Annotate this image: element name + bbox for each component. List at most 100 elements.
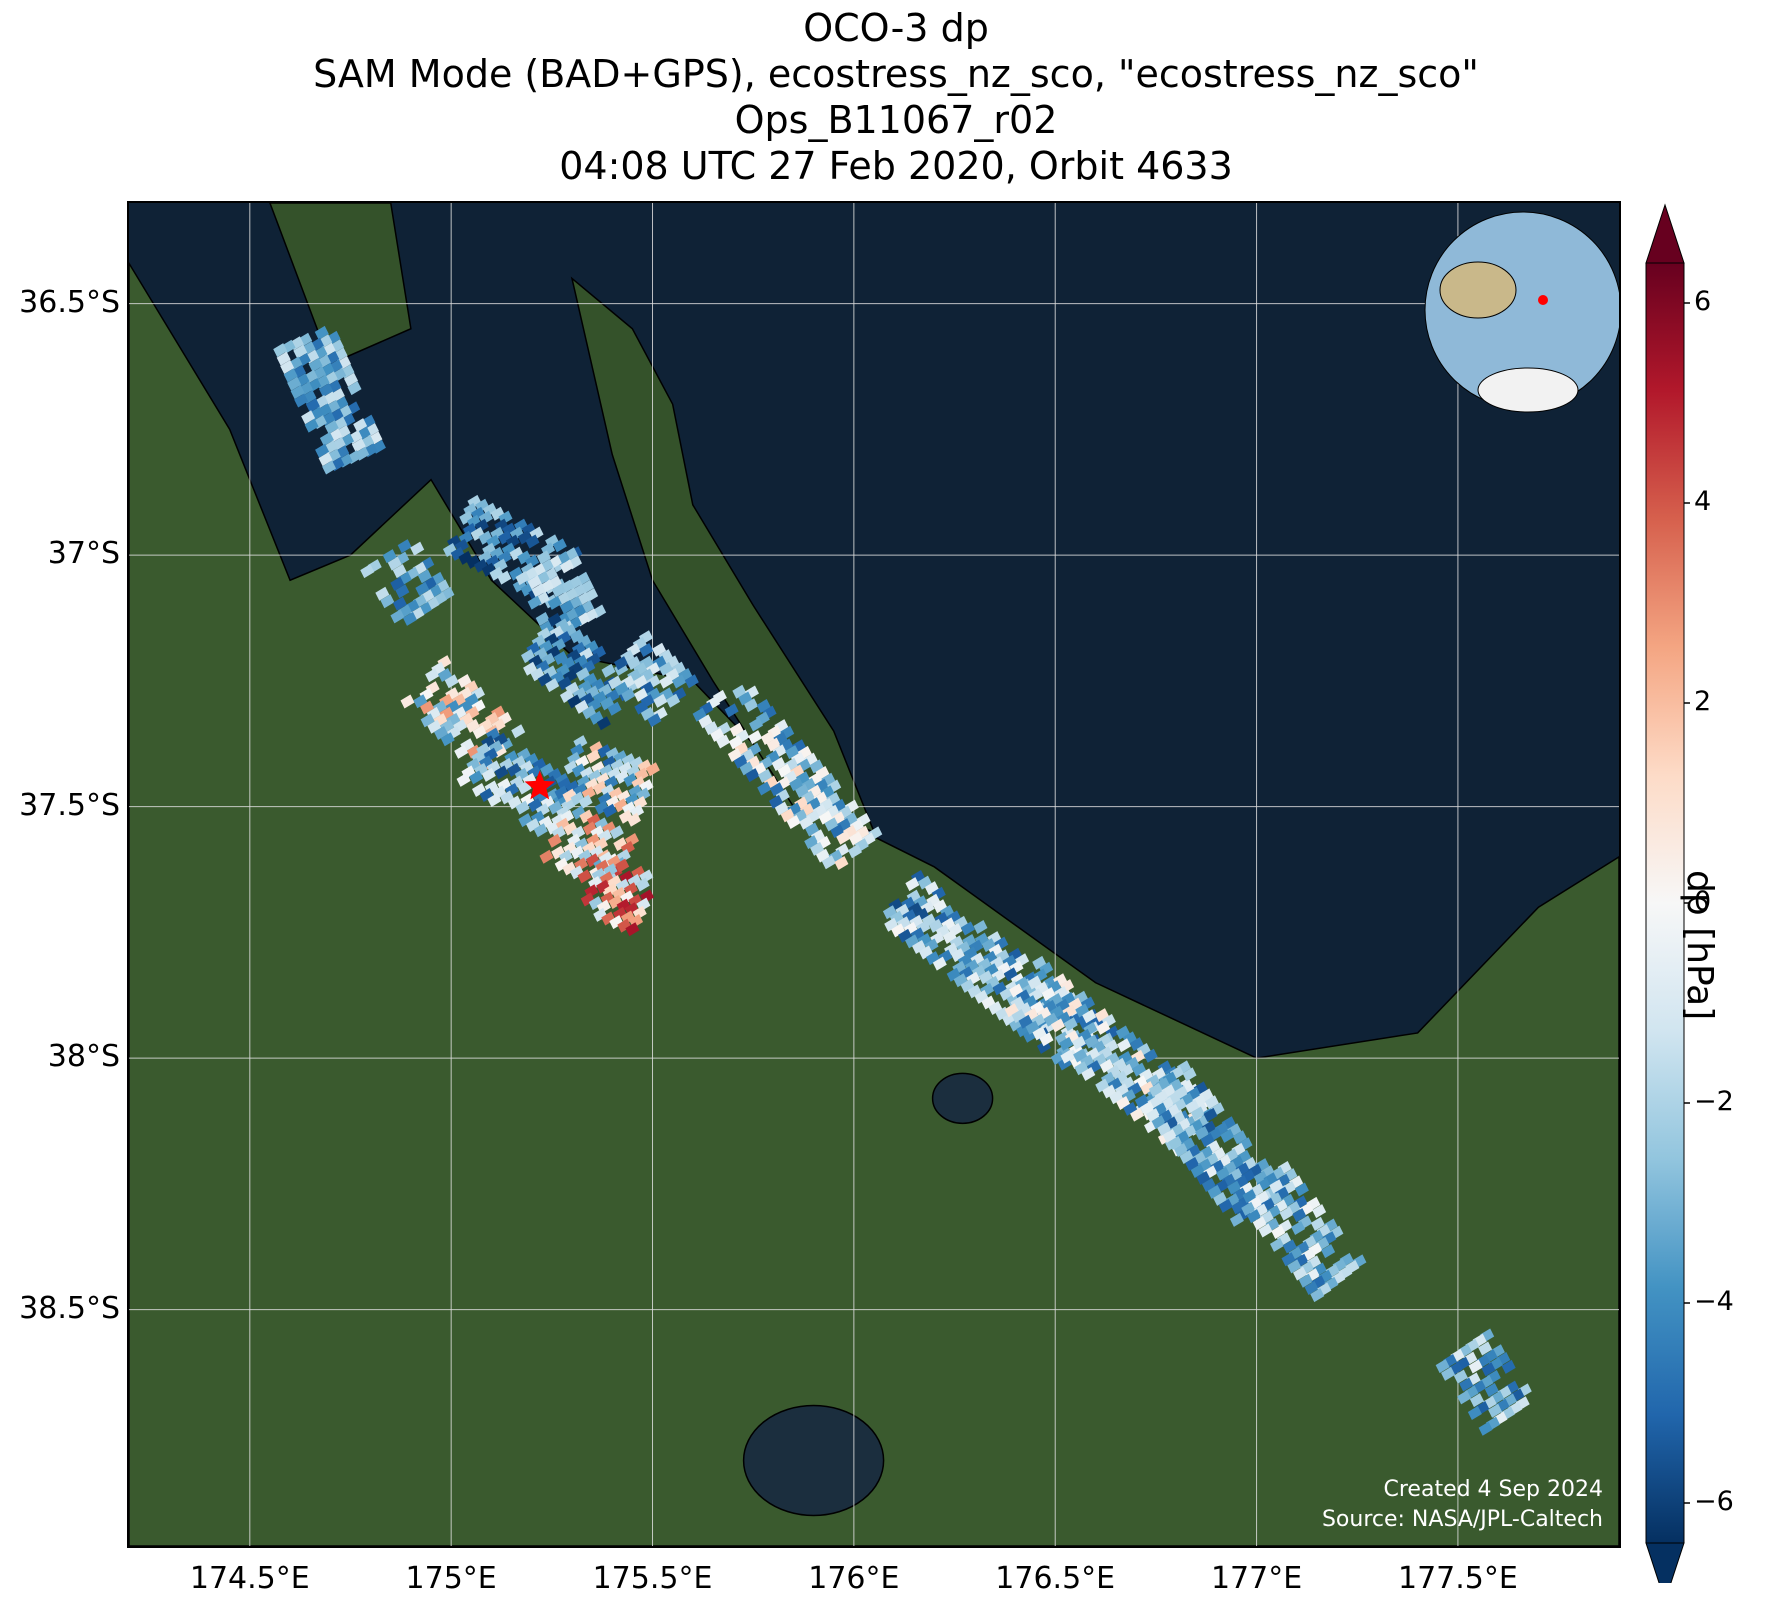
sounding-cell [1204,1095,1219,1110]
inset-antarctica [1477,367,1579,413]
sounding-cell [780,808,795,823]
sounding-cell [614,656,629,671]
sounding-cell [397,539,412,554]
sounding-cell [609,825,624,840]
sounding-cell [1075,1003,1090,1018]
sounding-cell [1063,1017,1078,1032]
sounding-cell [960,978,975,993]
sounding-cell [1039,1032,1054,1047]
sounding-cell [1291,1220,1306,1235]
sounding-cell [981,995,996,1010]
sounding-cell [1168,1136,1183,1151]
sounding-cell [647,713,662,728]
sounding-cell [535,611,550,626]
longitude-tick-label: 175°E [405,1561,497,1596]
sounding-cell [498,530,513,545]
sounding-cell [758,768,773,783]
sounding-cell [768,794,783,809]
sounding-cell [1203,1107,1218,1122]
sounding-cell [1220,1128,1235,1143]
sounding-cell [946,967,961,982]
sounding-cell [716,734,731,749]
sounding-cell [613,798,628,813]
sounding-cell [540,762,555,777]
sounding-cell [760,730,775,745]
sounding-cell [301,410,316,425]
sounding-cell [804,835,819,850]
sounding-cell [1117,1038,1132,1053]
sounding-cell [347,381,362,396]
sounding-cell [891,923,906,938]
lake-rotorua [931,1072,994,1125]
sounding-cell [1441,1366,1456,1381]
sounding-cell [580,892,595,907]
sounding-cell [710,727,725,742]
sounding-cell [1215,1166,1230,1181]
sounding-cell [490,506,505,521]
sounding-cell [1207,1184,1222,1199]
sounding-cell [322,460,337,475]
sounding-cell [569,629,584,644]
sounding-cell [450,546,465,561]
sounding-cell [836,830,851,845]
sounding-cell [1478,1341,1493,1356]
sounding-cell [420,700,435,715]
sounding-cell [547,595,562,610]
sounding-cell [308,357,323,372]
sounding-cell [973,919,988,934]
sounding-cell [724,703,739,718]
sounding-cell [273,343,288,358]
sounding-cell [304,418,319,433]
sounding-cell [571,805,586,820]
sounding-cell [511,724,526,739]
sounding-cell [634,687,649,702]
colorbar-tick-label: 0 [1694,886,1712,917]
colorbar-tick-label: −4 [1694,1286,1734,1317]
sounding-cell [466,554,481,569]
sounding-cell [551,845,566,860]
sounding-cell [818,810,833,825]
sounding-cell [1453,1369,1468,1384]
sounding-cell [1025,1020,1040,1035]
inset-target-marker [1538,295,1548,305]
sounding-cell [932,956,947,971]
sounding-cell [392,596,407,611]
sounding-cell [729,722,744,737]
sounding-cell [1195,1126,1210,1141]
sounding-cell [521,649,536,664]
sounding-cell [427,719,442,734]
map-panel[interactable]: Created 4 Sep 2024 Source: NASA/JPL-Calt… [127,201,1621,1548]
sounding-cell [727,747,742,762]
colorbar-tick-label: 6 [1694,286,1712,317]
sounding-cell [415,581,430,596]
sounding-cell [1218,1198,1233,1213]
sounding-cell [596,879,611,894]
sounding-cell [569,865,584,880]
sounding-cell [1099,1059,1114,1074]
sounding-cell [530,667,545,682]
sounding-cell [847,844,862,859]
sounding-cell [515,800,530,815]
sounding-cell [536,550,551,565]
sounding-cell [967,984,982,999]
sounding-cell [777,763,792,778]
colorbar-gradient [1645,262,1685,1544]
title-line-2: SAM Mode (BAD+GPS), ecostress_nz_sco, "e… [313,52,1479,96]
sounding-cell [1050,1050,1065,1065]
sounding-cell [1213,1191,1228,1206]
sounding-cell [848,831,863,846]
sounding-cell [515,571,530,586]
sounding-cell [834,856,849,871]
sounding-cell [528,798,543,813]
map-canvas[interactable] [129,203,1619,1546]
sounding-cell [574,699,589,714]
sounding-cell [1468,1359,1483,1374]
sounding-cell [805,822,820,837]
sounding-cell [1027,975,1042,990]
sounding-cell [942,929,957,944]
sounding-cell [1082,1009,1097,1024]
sounding-cell [547,612,562,627]
sounding-cell [774,801,789,816]
sounding-cell [479,788,494,803]
sounding-cell [1095,1078,1110,1093]
